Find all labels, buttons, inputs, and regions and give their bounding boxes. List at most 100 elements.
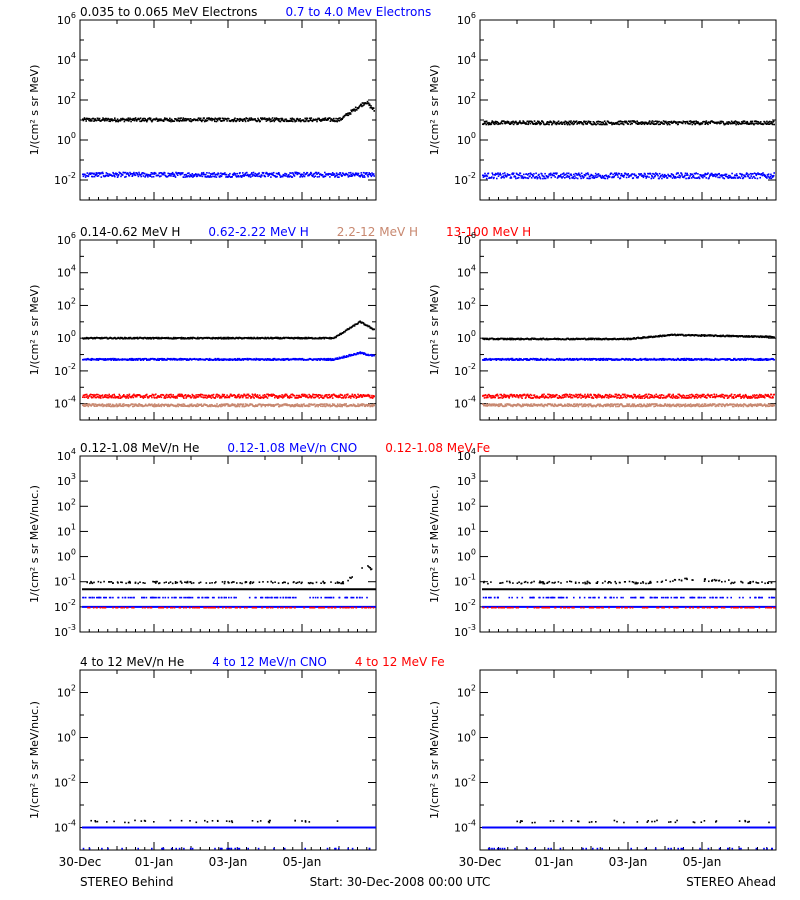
data-point — [239, 175, 242, 177]
data-series — [82, 320, 375, 340]
data-point — [205, 394, 208, 397]
data-point — [660, 121, 663, 123]
data-point — [276, 337, 279, 340]
data-point — [200, 396, 203, 398]
data-point — [224, 404, 227, 406]
data-point — [100, 172, 102, 175]
data-point — [235, 404, 238, 407]
data-point — [353, 108, 356, 111]
data-point — [86, 395, 89, 397]
data-point — [313, 403, 316, 405]
data-point — [725, 175, 727, 178]
data-point — [708, 177, 710, 179]
data-point — [247, 358, 250, 361]
data-point — [91, 175, 93, 178]
data-point — [281, 175, 284, 178]
data-point — [497, 123, 499, 126]
data-point — [207, 358, 209, 360]
data-point — [511, 172, 514, 174]
data-point — [129, 118, 132, 121]
data-point — [511, 337, 514, 340]
data-point — [114, 175, 116, 178]
data-point — [517, 337, 520, 340]
data-point — [180, 338, 182, 340]
legend-entry: 0.7 to 4.0 Mev Electrons — [285, 5, 431, 19]
data-point — [655, 172, 657, 174]
data-point — [592, 121, 595, 123]
data-point — [243, 174, 246, 176]
data-point — [228, 358, 231, 360]
data-point — [153, 405, 155, 408]
data-point — [529, 172, 532, 174]
data-point — [271, 117, 274, 119]
data-point — [316, 173, 318, 175]
data-point — [238, 393, 240, 396]
data-point — [238, 357, 241, 360]
data-point — [236, 359, 238, 361]
data-point — [192, 175, 195, 177]
data-point — [147, 176, 149, 178]
data-point — [146, 337, 148, 340]
data-point — [363, 403, 365, 406]
data-point — [284, 404, 286, 406]
data-point — [182, 118, 184, 121]
data-point — [196, 403, 199, 405]
data-point — [516, 177, 519, 179]
data-point — [525, 123, 528, 125]
data-point — [267, 395, 270, 397]
data-point — [347, 114, 350, 117]
data-point — [327, 357, 329, 360]
data-point — [215, 405, 218, 407]
data-point — [126, 172, 129, 174]
data-point — [567, 176, 569, 178]
data-point — [231, 119, 234, 121]
data-point — [563, 121, 565, 124]
data-point — [357, 172, 360, 175]
data-point — [150, 338, 153, 340]
data-point — [354, 106, 357, 109]
data-point — [206, 117, 208, 120]
data-point — [352, 395, 355, 398]
y-tick-label-exp: -4 — [468, 395, 476, 404]
data-point — [121, 118, 123, 121]
data-point — [252, 394, 254, 396]
data-point — [265, 120, 268, 122]
data-point — [182, 337, 185, 339]
data-point — [104, 358, 107, 360]
data-point — [349, 354, 352, 357]
data-point — [695, 121, 698, 123]
data-point — [338, 120, 341, 122]
data-point — [127, 173, 130, 175]
data-point — [287, 176, 289, 178]
data-point — [600, 123, 603, 126]
data-point — [233, 404, 236, 407]
data-point — [497, 172, 499, 174]
data-point — [95, 396, 98, 399]
y-tick-label-base: 10 — [57, 234, 71, 247]
data-point — [325, 405, 327, 407]
data-point — [149, 404, 151, 407]
data-point — [293, 338, 295, 340]
data-point — [170, 393, 172, 396]
data-point — [715, 121, 718, 124]
data-point — [87, 175, 90, 178]
data-point — [179, 393, 181, 396]
data-point — [144, 403, 147, 406]
data-point — [689, 123, 691, 125]
data-point — [303, 120, 306, 123]
data-point — [100, 397, 102, 399]
data-point — [272, 404, 274, 406]
data-point — [692, 174, 695, 177]
data-point — [236, 396, 238, 398]
data-point — [222, 395, 225, 397]
y-tick-label-exp: -2 — [68, 362, 76, 371]
data-point — [133, 118, 135, 120]
data-point — [358, 396, 361, 398]
data-point — [216, 174, 219, 176]
data-point — [166, 404, 168, 406]
data-point — [160, 404, 162, 406]
data-point — [115, 172, 117, 174]
y-tick-label: 102 — [457, 296, 476, 312]
data-point — [686, 120, 688, 123]
data-point — [580, 122, 583, 124]
